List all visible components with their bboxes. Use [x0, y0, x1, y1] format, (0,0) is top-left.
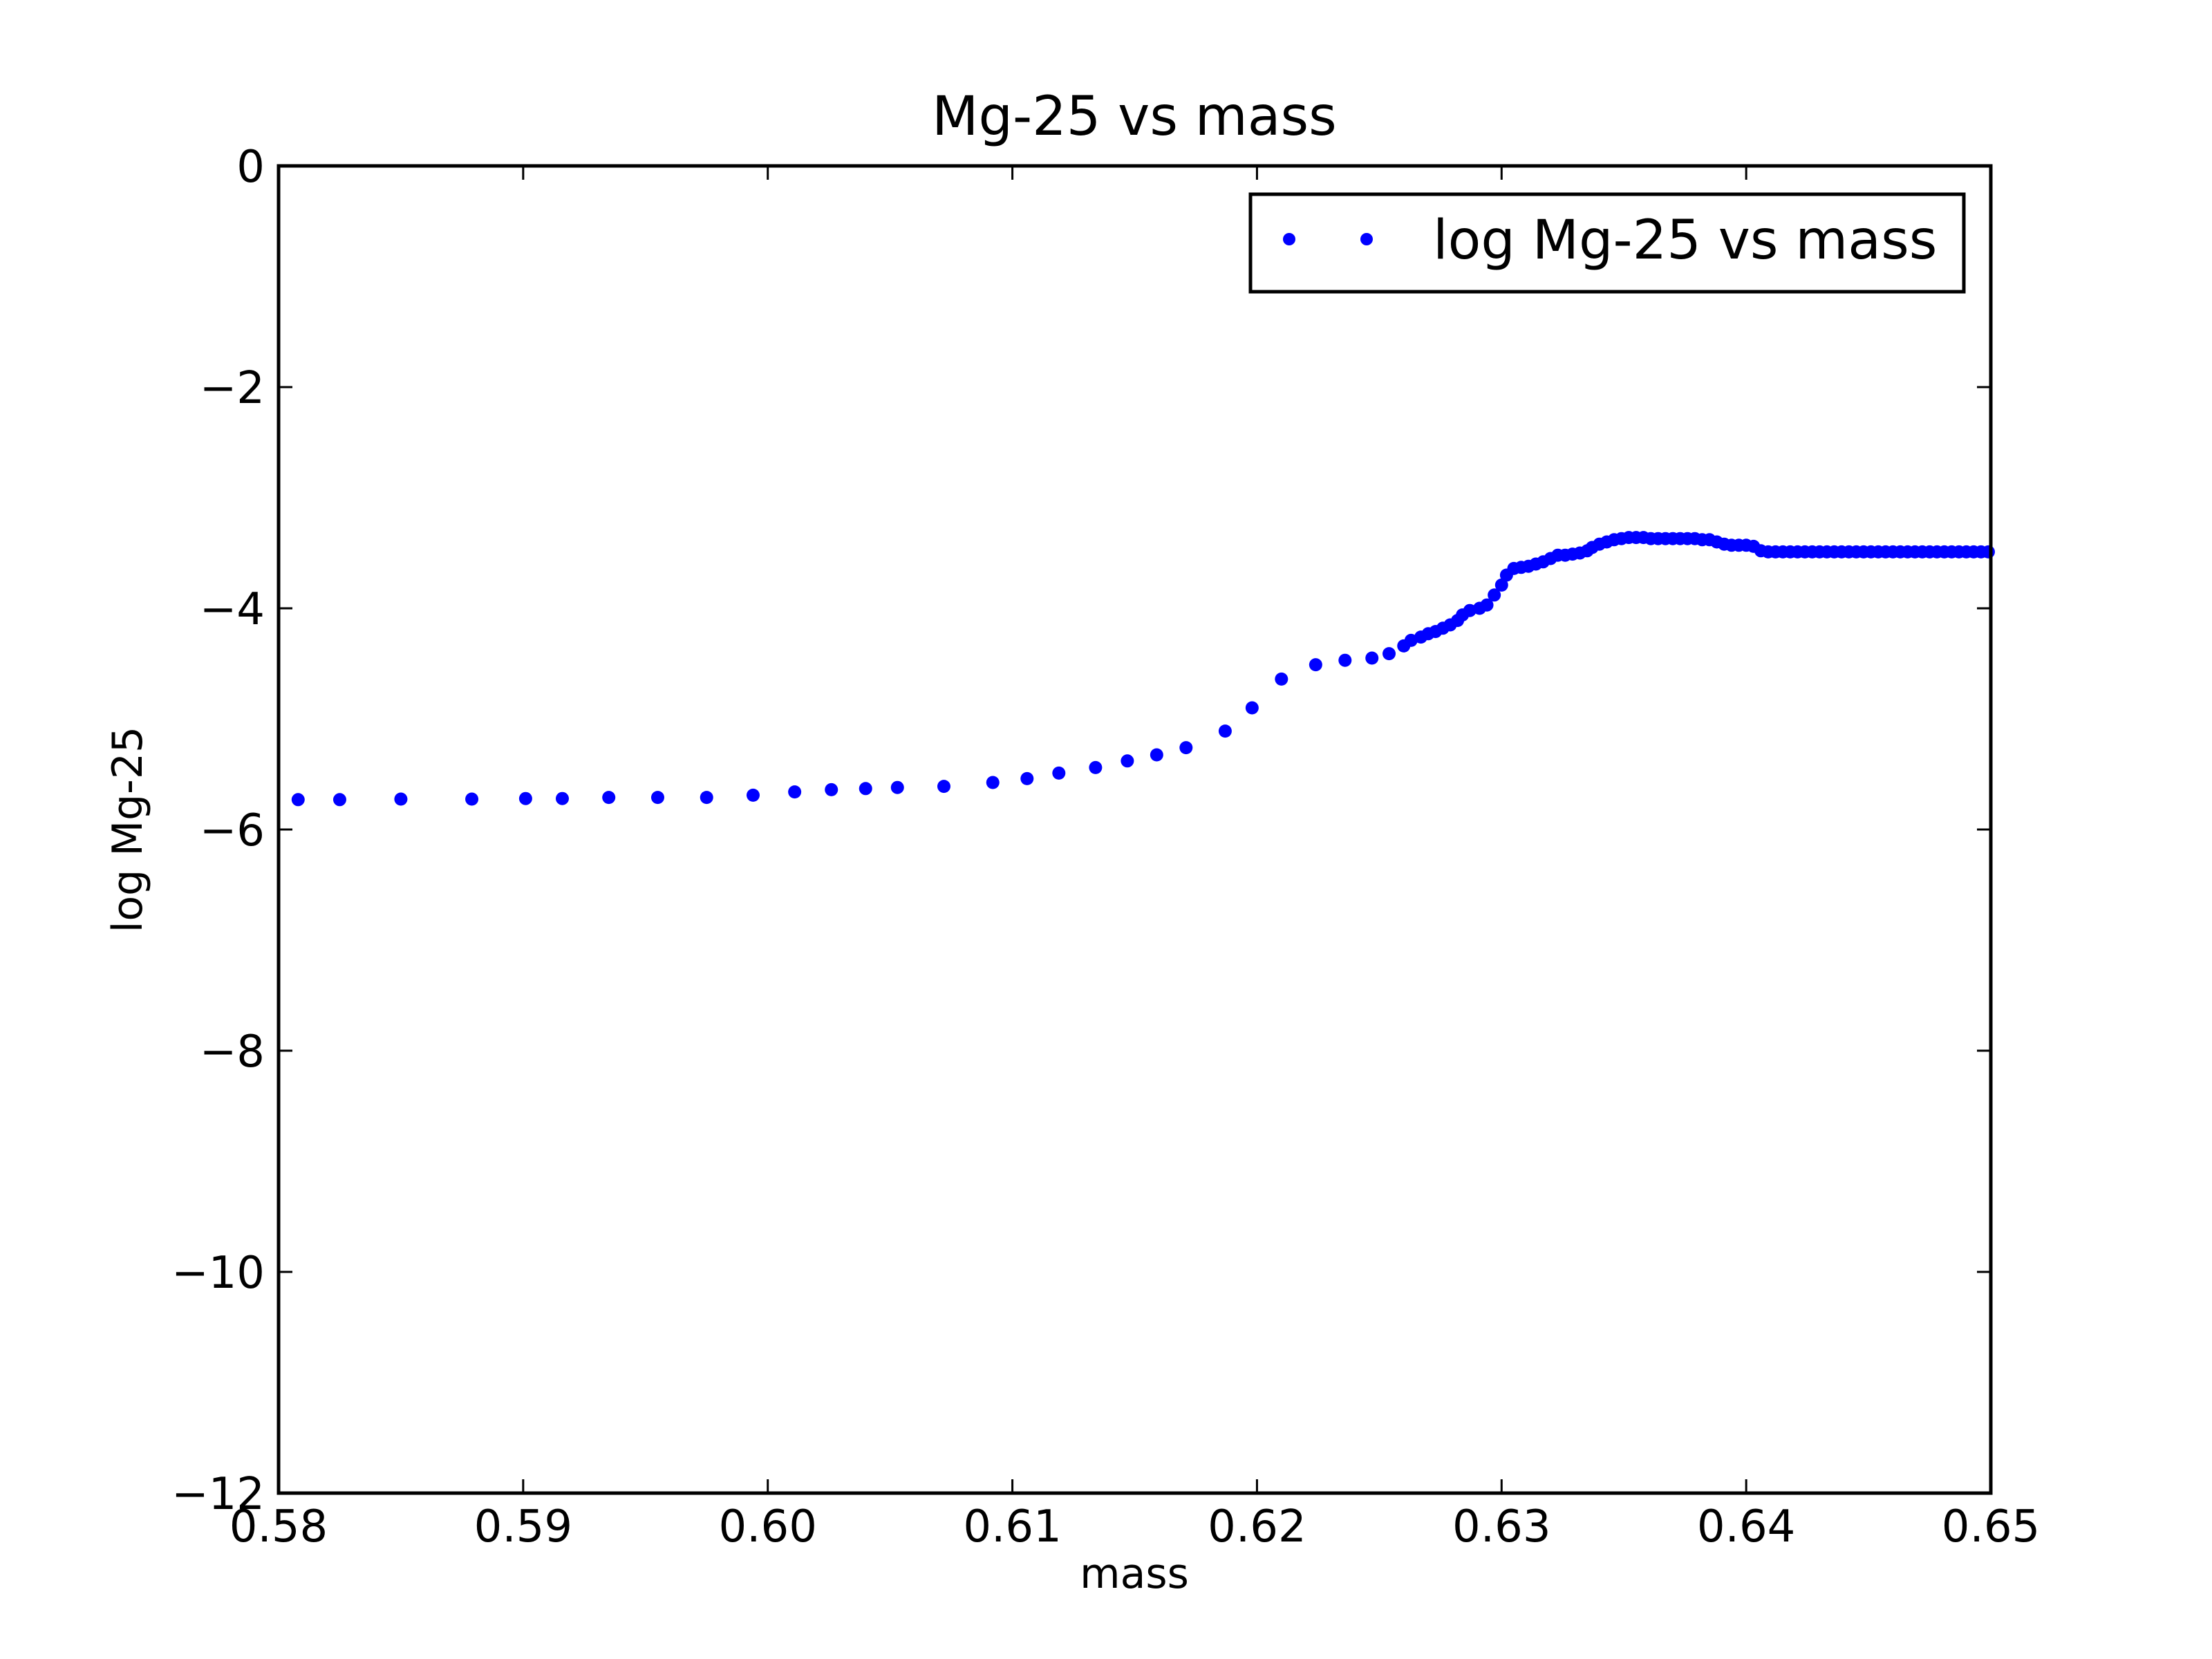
- x-tick-label: 0.65: [1942, 1501, 2041, 1553]
- data-point: [1275, 672, 1288, 686]
- legend-marker-icon: [1283, 233, 1295, 245]
- data-point: [291, 793, 305, 807]
- y-tick-label: −6: [200, 805, 265, 856]
- data-point: [1463, 603, 1477, 617]
- y-tick-label: 0: [236, 142, 265, 193]
- data-point: [1089, 760, 1103, 774]
- axes-frame: [276, 164, 1993, 1495]
- x-tick-label: 0.62: [1208, 1501, 1306, 1553]
- x-tick-label: 0.60: [718, 1501, 817, 1553]
- data-point: [890, 780, 904, 794]
- data-point: [1365, 651, 1379, 665]
- legend-marker-icon: [1360, 233, 1373, 245]
- data-point: [602, 791, 616, 805]
- data-point: [465, 792, 479, 806]
- y-tick-label: −4: [200, 584, 265, 635]
- data-point: [1494, 578, 1508, 592]
- data-point: [1480, 598, 1494, 612]
- data-point: [1020, 771, 1034, 785]
- data-point: [1488, 588, 1501, 602]
- data-point: [1382, 647, 1396, 661]
- data-point: [1338, 653, 1352, 667]
- y-tick-label: −8: [200, 1027, 265, 1078]
- data-point: [1052, 766, 1066, 780]
- data-point: [1218, 724, 1232, 738]
- x-tick-label: 0.61: [963, 1501, 1062, 1553]
- data-point: [1121, 754, 1134, 768]
- data-point: [986, 776, 1000, 789]
- y-tick-label: −12: [171, 1469, 265, 1520]
- x-tick-labels: 0.58 0.59 0.60 0.61 0.62 0.63 0.64 0.65: [229, 1501, 2041, 1553]
- legend-label: log Mg-25 vs mass: [1433, 209, 1937, 272]
- data-point: [650, 791, 664, 805]
- x-tick-label: 0.63: [1452, 1501, 1551, 1553]
- data-point: [1150, 748, 1163, 762]
- legend: log Mg-25 vs mass: [1248, 192, 1966, 294]
- data-point: [1309, 658, 1322, 672]
- data-point: [518, 791, 532, 805]
- data-point: [746, 788, 760, 802]
- data-point: [937, 780, 950, 794]
- y-tick-label: −10: [171, 1248, 265, 1299]
- data-point: [859, 782, 872, 796]
- data-points: [291, 531, 1995, 807]
- y-tick-label: −2: [200, 363, 265, 414]
- data-point: [1981, 545, 1995, 559]
- x-tick-label: 0.59: [474, 1501, 573, 1553]
- data-point: [1179, 741, 1193, 755]
- data-point: [788, 785, 802, 799]
- data-point: [825, 782, 838, 796]
- x-tick-label: 0.58: [229, 1501, 328, 1553]
- x-tick-label: 0.64: [1697, 1501, 1796, 1553]
- data-point: [332, 793, 346, 807]
- axes-background: [279, 166, 1991, 1493]
- data-point: [394, 792, 408, 806]
- x-axis-label: mass: [1080, 1550, 1189, 1598]
- y-axis-label: log Mg-25: [104, 727, 152, 932]
- data-point: [700, 791, 713, 805]
- data-point: [1245, 701, 1259, 715]
- data-point: [555, 791, 569, 805]
- chart-title: Mg-25 vs mass: [932, 86, 1337, 148]
- plot-area: [276, 164, 1995, 1495]
- y-tick-labels: 0 −2 −4 −6 −8 −10 −12: [171, 142, 265, 1520]
